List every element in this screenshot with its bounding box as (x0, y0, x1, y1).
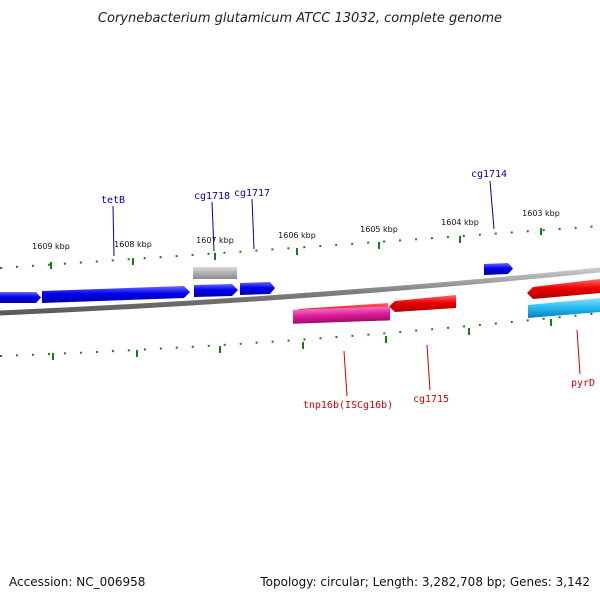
pyrd-leader-line (576, 329, 581, 375)
reverse-strand-genes (293, 279, 600, 324)
pyrd-label[interactable]: pyrD (571, 378, 595, 389)
cg1718-gene-arrow[interactable] (194, 284, 238, 297)
kbp-label: 1607 kbp (196, 236, 234, 245)
forward-gene-labels: tetB cg1718 cg1717 cg1714 (101, 169, 507, 257)
kbp-label: 1603 kbp (522, 209, 560, 218)
kbp-label: 1606 kbp (278, 231, 316, 240)
cg1714-gene-arrow[interactable] (484, 263, 513, 275)
forward-gene-arrow[interactable] (0, 292, 41, 303)
cg1714-label[interactable]: cg1714 (471, 169, 507, 180)
genome-stats-text: Topology: circular; Length: 3,282,708 bp… (259, 575, 590, 589)
accession-text: Accession: NC_006958 (9, 575, 145, 589)
tetb-leader-line (112, 205, 115, 257)
cg1717-leader-line (251, 198, 255, 250)
cg1715-leader-line (426, 344, 431, 391)
reverse-gene-labels: tnp16b(ISCg16b) cg1715 pyrD (303, 329, 595, 411)
genome-backbone (0, 267, 600, 316)
outer-tick-track (0, 225, 600, 269)
tetb-gene-arrow[interactable] (42, 286, 190, 303)
pseudo-gene-block[interactable] (193, 267, 237, 279)
pyrd-gene-arrow[interactable] (527, 279, 600, 299)
tnp16b-leader-line (343, 350, 348, 397)
cg1717-gene-arrow[interactable] (240, 282, 275, 295)
cg1714-leader-line (489, 180, 495, 230)
kbp-label: 1609 kbp (32, 242, 70, 251)
cg1718-leader-line (211, 201, 215, 252)
kbp-label: 1608 kbp (114, 240, 152, 249)
cg1718-label[interactable]: cg1718 (194, 191, 230, 202)
mobile-element-block[interactable] (293, 306, 390, 324)
inner-tick-track (0, 312, 600, 360)
cyan-feature-block[interactable] (528, 298, 600, 318)
cg1715-gene-arrow[interactable] (389, 295, 456, 312)
map-title: Corynebacterium glutamicum ATCC 13032, c… (98, 11, 502, 26)
forward-strand-genes (0, 263, 513, 303)
cg1715-label[interactable]: cg1715 (413, 394, 449, 405)
kbp-labels: 1609 kbp 1608 kbp 1607 kbp 1606 kbp 1605… (32, 209, 560, 251)
cg1717-label[interactable]: cg1717 (234, 188, 270, 199)
kbp-label: 1605 kbp (360, 225, 398, 234)
kbp-label: 1604 kbp (441, 218, 479, 227)
tnp16b-label[interactable]: tnp16b(ISCg16b) (303, 400, 393, 411)
tetb-label[interactable]: tetB (101, 195, 125, 206)
